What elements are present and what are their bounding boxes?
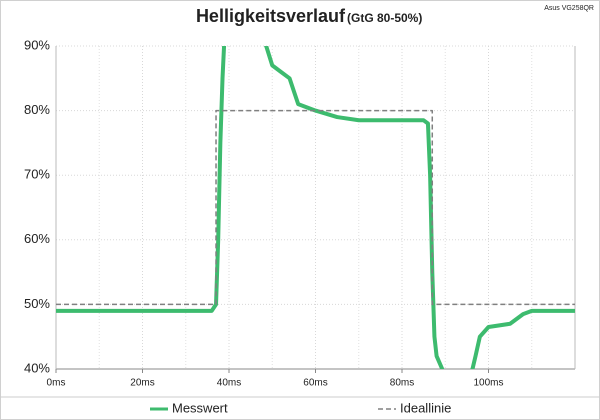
note: Asus VG258QR bbox=[544, 5, 594, 12]
legend-label: Messwert bbox=[172, 400, 228, 415]
x-tick-label: 100ms bbox=[473, 378, 503, 389]
x-tick-label: 80ms bbox=[390, 378, 414, 389]
chart-title: Helligkeitsverlauf bbox=[196, 6, 346, 26]
x-tick-label: 0ms bbox=[47, 378, 66, 389]
chart-subtitle: (GtG 80-50%) bbox=[347, 11, 422, 25]
x-tick-label: 20ms bbox=[130, 378, 154, 389]
series-line bbox=[56, 109, 575, 306]
y-tick-label: 70% bbox=[24, 167, 50, 182]
x-tick-label: 60ms bbox=[303, 378, 327, 389]
y-tick-label: 80% bbox=[24, 102, 50, 117]
y-tick-label: 50% bbox=[24, 296, 50, 311]
y-tick-label: 90% bbox=[24, 37, 50, 52]
series-line bbox=[56, 46, 575, 369]
y-tick-label: 60% bbox=[24, 231, 50, 246]
y-tick-label: 40% bbox=[24, 360, 50, 375]
legend-label: Ideallinie bbox=[400, 400, 451, 415]
x-tick-label: 40ms bbox=[217, 378, 241, 389]
